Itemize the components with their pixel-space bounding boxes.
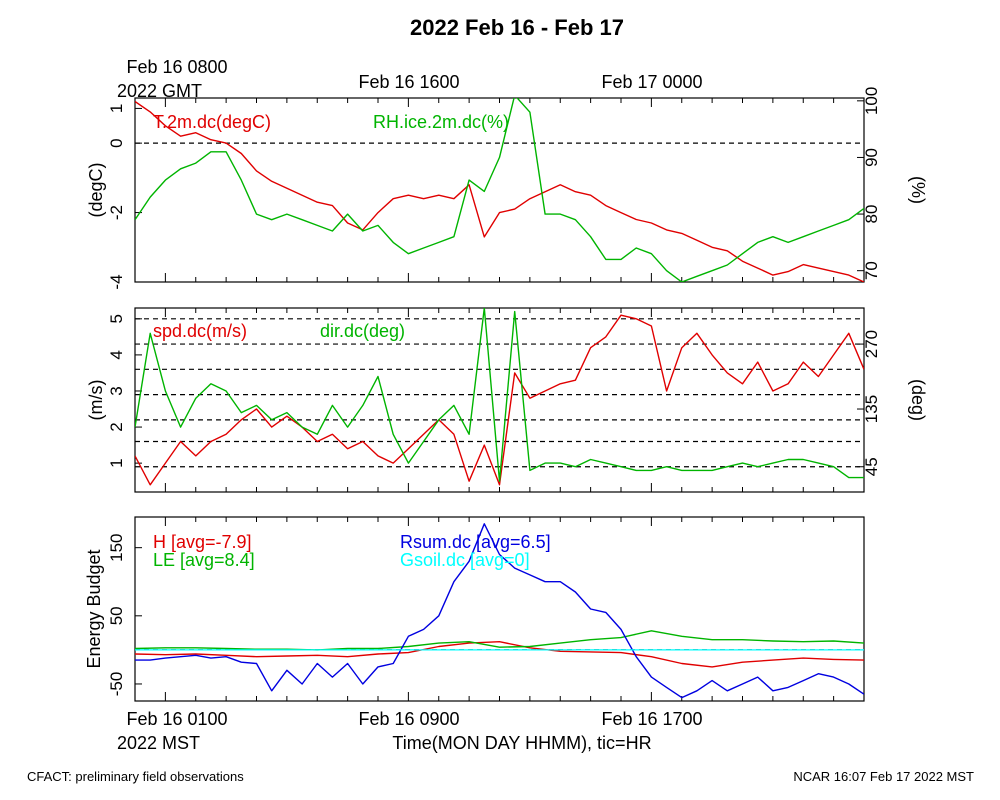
legend-h: H [avg=-7.9]	[153, 532, 252, 552]
ylabel-right-pct: (%)	[908, 176, 928, 204]
legend-rh-ice: RH.ice.2m.dc(%)	[373, 112, 509, 132]
y-tick-label-right: 100	[862, 87, 881, 115]
y-tick-label-left: 2	[107, 422, 126, 431]
y-tick-label-left: 1	[107, 458, 126, 467]
y-tick-label-left: 150	[107, 533, 126, 561]
bottom-time-axis: Feb 16 0100 2022 MST Feb 16 0900 Feb 16 …	[117, 709, 703, 753]
legend-dir: dir.dc(deg)	[320, 321, 405, 341]
y-tick-label-left: 0	[107, 138, 126, 147]
chart-title: 2022 Feb 16 - Feb 17	[410, 15, 624, 40]
legend-le: LE [avg=8.4]	[153, 550, 255, 570]
legend-rsum: Rsum.dc [avg=6.5]	[400, 532, 551, 552]
y-tick-label-left: -2	[107, 205, 126, 220]
legend-gsoil: Gsoil.dc [avg=0]	[400, 550, 530, 570]
bottom-time-tick-0: Feb 16 0100	[126, 709, 227, 729]
y-tick-label-right: 135	[862, 395, 881, 423]
y-tick-label-right: 80	[862, 205, 881, 224]
series-line-dir-dc-deg	[135, 308, 864, 482]
top-time-tick-2: Feb 17 0000	[601, 72, 702, 92]
y-tick-label-left: 4	[107, 350, 126, 359]
series-line-rh-ice-2m-dc	[135, 98, 864, 282]
top-time-sub: 2022 GMT	[117, 81, 202, 101]
legend-spd: spd.dc(m/s)	[153, 321, 247, 341]
ylabel-right-deg: (deg)	[908, 379, 928, 421]
top-time-tick-1: Feb 16 1600	[358, 72, 459, 92]
y-tick-label-right: 70	[862, 261, 881, 280]
bottom-time-sub: 2022 MST	[117, 733, 200, 753]
top-time-axis: Feb 16 0800 2022 GMT Feb 16 1600 Feb 17 …	[117, 57, 703, 101]
y-tick-label-right: 45	[862, 457, 881, 476]
bottom-time-tick-1: Feb 16 0900	[358, 709, 459, 729]
y-tick-label-right: 90	[862, 148, 881, 167]
y-tick-label-left: 3	[107, 386, 126, 395]
panel-temp-rh: 1 0 -2 -4 100 90 80 70 T.2m.dc(degC) RH.ice.2m.…	[86, 87, 928, 290]
ylabel-energy: Energy Budget	[84, 549, 104, 668]
panel-wind: 5 4 3 2 1 270 135 45 spd.dc(m/s) dir.dc(deg) (m…	[86, 307, 928, 493]
y-tick-label-right: 270	[862, 330, 881, 358]
footer-right: NCAR 16:07 Feb 17 2022 MST	[793, 769, 974, 784]
x-axis-label: Time(MON DAY HHMM), tic=HR	[392, 733, 651, 753]
legend-t2m: T.2m.dc(degC)	[153, 112, 271, 132]
series-line-t-2m-dc-degc	[135, 100, 864, 282]
footer-left: CFACT: preliminary field observations	[27, 769, 244, 784]
series-line-rsum-dc	[135, 523, 864, 699]
ylabel-left-degc: (degC)	[86, 162, 106, 217]
series-line-h	[135, 641, 864, 668]
series-line-le	[135, 630, 864, 651]
series-line-spd-dc-m-s	[135, 314, 864, 486]
y-tick-label-left: -4	[107, 274, 126, 289]
y-tick-label-left: 5	[107, 314, 126, 323]
y-tick-label-left: 50	[107, 606, 126, 625]
panel-energy: 150 50 -50 H [avg=-7.9] LE [avg=8.4] Rsum.…	[84, 516, 865, 702]
bottom-time-tick-2: Feb 16 1700	[601, 709, 702, 729]
ylabel-left-ms: (m/s)	[86, 380, 106, 421]
y-tick-label-left: -50	[107, 672, 126, 697]
top-time-tick-0: Feb 16 0800	[126, 57, 227, 77]
y-tick-label-left: 1	[107, 104, 126, 113]
